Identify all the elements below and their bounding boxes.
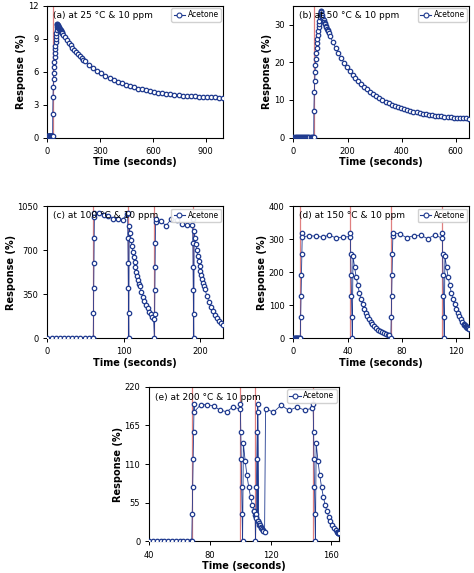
Text: (e) at 200 °C & 10 ppm: (e) at 200 °C & 10 ppm — [155, 393, 261, 402]
Legend: Acetone: Acetone — [172, 209, 221, 222]
Text: (c) at 100 °C & 10 ppm: (c) at 100 °C & 10 ppm — [53, 211, 158, 221]
Y-axis label: Response (%): Response (%) — [17, 34, 27, 109]
Y-axis label: Response (%): Response (%) — [6, 234, 16, 310]
Legend: Acetone: Acetone — [287, 389, 337, 403]
Text: (a) at 25 °C & 10 ppm: (a) at 25 °C & 10 ppm — [53, 11, 153, 20]
Text: (d) at 150 °C & 10 ppm: (d) at 150 °C & 10 ppm — [299, 211, 405, 221]
Text: (b) at 50 °C & 10 ppm: (b) at 50 °C & 10 ppm — [299, 11, 399, 20]
Y-axis label: Response (%): Response (%) — [263, 34, 273, 109]
X-axis label: Time (seconds): Time (seconds) — [339, 157, 423, 167]
X-axis label: Time (seconds): Time (seconds) — [339, 358, 423, 367]
X-axis label: Time (seconds): Time (seconds) — [93, 358, 177, 367]
Y-axis label: Response (%): Response (%) — [113, 426, 123, 502]
Legend: Acetone: Acetone — [172, 8, 221, 22]
Y-axis label: Response (%): Response (%) — [257, 234, 267, 310]
X-axis label: Time (seconds): Time (seconds) — [93, 157, 177, 167]
Legend: Acetone: Acetone — [418, 8, 467, 22]
Legend: Acetone: Acetone — [418, 209, 467, 222]
X-axis label: Time (seconds): Time (seconds) — [202, 561, 286, 571]
